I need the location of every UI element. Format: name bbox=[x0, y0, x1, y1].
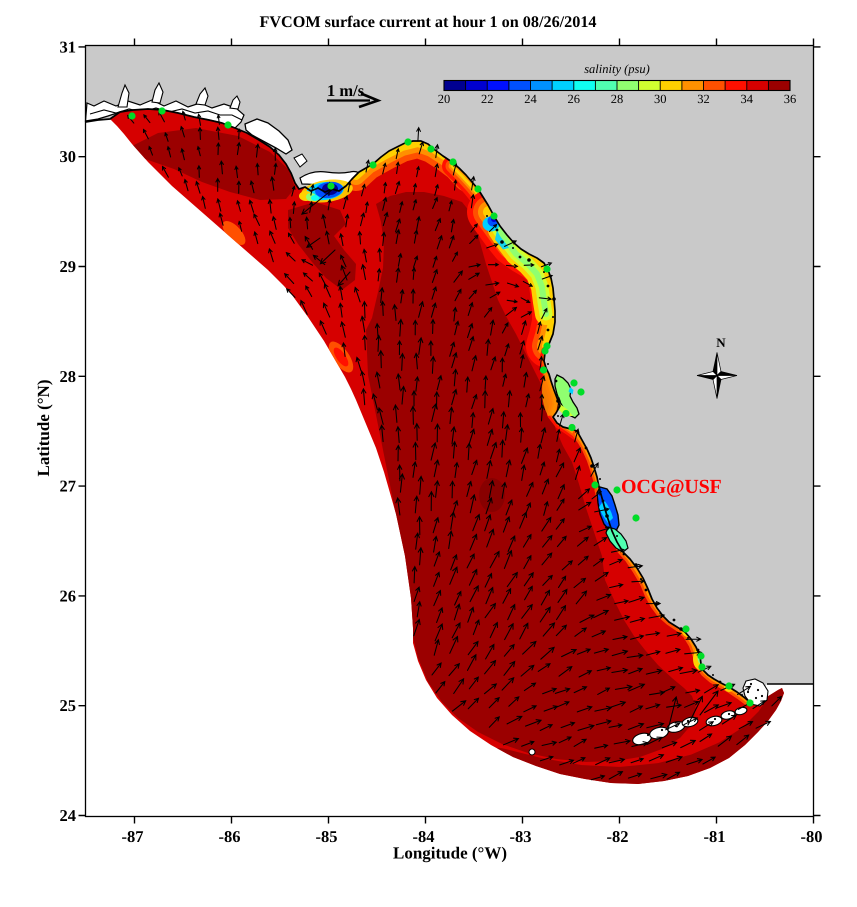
svg-text:Latitude (°N): Latitude (°N) bbox=[34, 380, 53, 477]
svg-text:36: 36 bbox=[784, 92, 797, 106]
svg-text:-86: -86 bbox=[219, 827, 241, 846]
svg-text:-81: -81 bbox=[704, 827, 726, 846]
svg-text:34: 34 bbox=[741, 92, 754, 106]
svg-text:-82: -82 bbox=[607, 827, 629, 846]
svg-text:N: N bbox=[716, 335, 726, 350]
svg-text:24: 24 bbox=[60, 806, 77, 825]
svg-text:salinity (psu): salinity (psu) bbox=[584, 62, 650, 76]
svg-text:-83: -83 bbox=[510, 827, 532, 846]
svg-text:26: 26 bbox=[568, 92, 581, 106]
svg-text:1 m/s: 1 m/s bbox=[327, 81, 365, 100]
svg-text:-85: -85 bbox=[316, 827, 338, 846]
svg-text:31: 31 bbox=[60, 37, 77, 56]
svg-text:29: 29 bbox=[60, 257, 77, 276]
svg-text:28: 28 bbox=[611, 92, 624, 106]
svg-text:30: 30 bbox=[654, 92, 667, 106]
svg-text:28: 28 bbox=[60, 367, 77, 386]
svg-text:-84: -84 bbox=[413, 827, 435, 846]
svg-text:27: 27 bbox=[60, 477, 77, 496]
svg-text:20: 20 bbox=[438, 92, 451, 106]
svg-text:30: 30 bbox=[60, 147, 77, 166]
svg-text:25: 25 bbox=[60, 696, 77, 715]
svg-text:32: 32 bbox=[697, 92, 710, 106]
svg-text:22: 22 bbox=[481, 92, 494, 106]
svg-text:FVCOM surface current at hour: FVCOM surface current at hour 1 on 08/26… bbox=[259, 13, 596, 31]
svg-text:26: 26 bbox=[60, 586, 77, 605]
svg-text:24: 24 bbox=[524, 92, 537, 106]
svg-text:OCG@USF: OCG@USF bbox=[621, 476, 722, 498]
svg-text:-87: -87 bbox=[122, 827, 144, 846]
svg-text:Longitude (°W): Longitude (°W) bbox=[393, 844, 507, 863]
svg-text:-80: -80 bbox=[801, 827, 823, 846]
